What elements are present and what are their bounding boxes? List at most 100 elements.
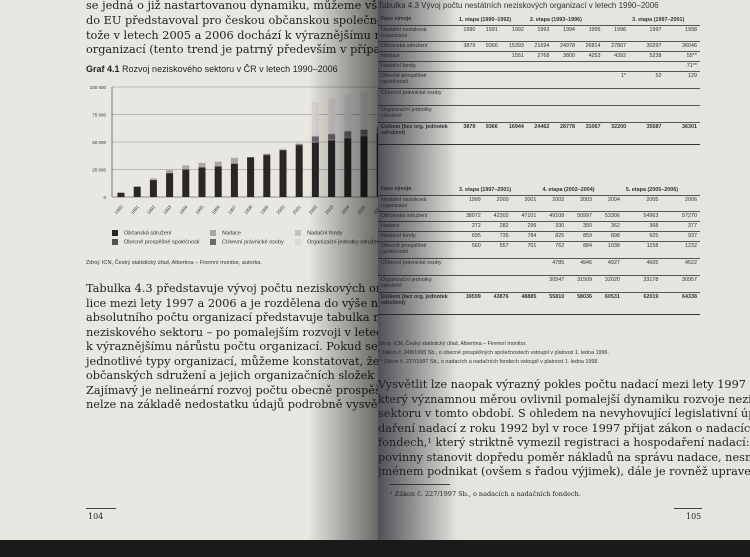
value-cell	[629, 105, 665, 123]
row-label: Nadační fondy	[378, 61, 456, 72]
bar-segment	[182, 169, 190, 197]
value-cell	[456, 51, 479, 62]
value-cell	[511, 258, 540, 276]
year-cell: 2002	[539, 195, 568, 212]
value-cell: 71**	[664, 61, 700, 72]
value-cell: 30547	[539, 275, 568, 293]
table-row: Nadace 272 282 299 330 350 362 368 377	[378, 221, 700, 232]
x-tick-label: 1998	[243, 204, 254, 215]
y-tick-label: 0	[103, 195, 106, 200]
x-tick-label: 1994	[178, 204, 189, 215]
legend-item: Církevní právnické osoby	[210, 239, 284, 245]
row-label: Nestátní nezisková organizace	[378, 195, 456, 212]
value-cell: 898	[595, 231, 623, 242]
value-cell: 54963	[622, 211, 662, 222]
value-cell	[577, 105, 604, 123]
row-label: Nestátní nezisková organizace	[378, 25, 456, 42]
value-cell: 47101	[511, 211, 540, 222]
data-table-1: Fáze vývoje 1. etapa (1990–1992) 2. etapa …	[378, 14, 700, 145]
value-cell	[511, 275, 540, 293]
row-label: Fáze vývoje	[378, 184, 456, 196]
year-cell: 1997	[629, 25, 665, 42]
text-line: občanských sdružení a jejich organizační…	[86, 369, 378, 382]
total-cell: 36301	[664, 121, 700, 145]
bar-segment	[344, 130, 352, 132]
value-cell: 42302	[483, 211, 512, 222]
value-cell	[456, 88, 479, 106]
table-note: ** Zákon č. 227/1997 Sb., o nadacích a n…	[378, 359, 599, 365]
bar-segment	[214, 166, 222, 197]
value-cell	[456, 275, 484, 293]
year-cell: 2003	[567, 195, 596, 212]
value-cell: 21694	[526, 41, 553, 52]
stage-header: 4. etapa (2002–2004)	[539, 184, 623, 196]
table-row: Občanská sdružení 3879 9366 15393 21694 24978…	[378, 41, 700, 52]
bar-chart: 0 25 000 50 000 75 000 100 000 1990 1991 1992 19…	[90, 85, 378, 215]
value-cell: 825	[539, 231, 568, 242]
text-line: neziskového sektoru – po pomalejším rozv…	[86, 325, 378, 339]
total-cell: 43876	[483, 291, 512, 315]
bar-segment	[328, 140, 336, 197]
value-cell: 31509	[567, 275, 596, 293]
page-number: 104	[88, 512, 104, 521]
stage-header: 5. etapa (2005–2006)	[622, 184, 700, 196]
bar-segment	[328, 134, 336, 140]
table-note: * Zákon č. 248/1995 Sb., o obecně prospě…	[378, 350, 610, 356]
y-tick-label: 100 000	[90, 85, 107, 90]
value-cell: 557	[483, 241, 512, 259]
text-line: jménem podnikat (ovšem s řadou výjimek),…	[378, 465, 750, 478]
bar-segment	[166, 170, 174, 174]
text-line: povinny stanovit dopředu poměr nákladů n…	[378, 450, 750, 464]
figure-title-text: Rozvoj neziskového sektoru v ČR v letech…	[122, 64, 338, 74]
row-label: Obecně prospěšné společnosti	[378, 71, 456, 89]
figure-label: Graf 4.1	[86, 64, 120, 74]
table-row: Nadace 1551 2768 3800 4253 4392 5238 55**	[378, 51, 700, 62]
row-label: Nadace	[378, 51, 456, 62]
value-cell	[526, 61, 553, 72]
value-cell: 299	[511, 221, 540, 232]
row-label: Organizační jednotky sdružení	[378, 105, 456, 123]
text-line: Tabulka 4.3 představuje vývoj počtu nezi…	[86, 282, 378, 295]
value-cell	[456, 71, 479, 89]
value-cell: 9366	[478, 41, 501, 52]
bar-segment	[263, 155, 271, 197]
total-cell: 55810	[539, 291, 568, 315]
value-cell: 4927	[595, 258, 623, 276]
bar-segment	[344, 137, 352, 139]
bar-segment	[247, 157, 255, 197]
x-tick-label: 2001	[292, 204, 303, 215]
stage-header: 3. etapa (1997–2001)	[456, 184, 540, 196]
legend-swatch	[210, 239, 216, 245]
value-cell: 937	[661, 231, 700, 242]
value-cell	[577, 88, 604, 106]
total-cell: 28778	[552, 121, 578, 145]
bar-segment	[360, 128, 368, 130]
value-cell: 701	[511, 241, 540, 259]
figure-title: Graf 4.1 Rozvoj neziskového sektoru v ČR…	[86, 64, 338, 74]
year-cell: 2006	[661, 195, 700, 212]
x-tick-label: 2003	[324, 204, 335, 215]
table-row: Nadační fondy 695 735 784 825 859 898 925 937	[378, 231, 700, 242]
x-tick-label: 2002	[308, 204, 319, 215]
right-page: Tabulka 4.3 Vývoj počtu nestátních nezis…	[378, 0, 750, 540]
page-number-rule	[674, 508, 702, 509]
value-cell	[603, 61, 630, 72]
text-line: lice mezi lety 1997 a 2006 a je rozdělen…	[86, 296, 378, 310]
bar-segment	[344, 138, 352, 197]
bar-segment	[344, 131, 352, 137]
bar-segment	[279, 148, 287, 150]
value-cell	[629, 61, 665, 72]
legend-swatch	[112, 239, 118, 245]
bar-segment	[311, 142, 319, 143]
value-cell	[478, 61, 501, 72]
value-cell: 27807	[603, 41, 630, 52]
value-cell	[500, 61, 527, 72]
total-cell: 60531	[595, 291, 623, 315]
year-cell: 2000	[483, 195, 512, 212]
value-cell	[552, 71, 578, 89]
row-label: Církevní právnické osoby	[378, 88, 456, 106]
x-tick-label: 1996	[211, 204, 222, 215]
value-cell: 762	[539, 241, 568, 259]
value-cell: 3879	[456, 41, 479, 52]
value-cell: 272	[456, 221, 484, 232]
